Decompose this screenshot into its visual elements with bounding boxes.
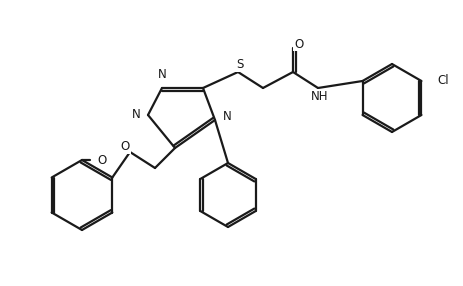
Text: S: S xyxy=(236,59,243,72)
Text: NH: NH xyxy=(311,90,328,102)
Text: N: N xyxy=(223,110,231,124)
Text: O: O xyxy=(97,154,106,166)
Text: O: O xyxy=(294,37,303,51)
Text: N: N xyxy=(132,108,141,122)
Text: Cl: Cl xyxy=(437,74,448,88)
Text: N: N xyxy=(157,68,166,81)
Text: O: O xyxy=(120,140,129,154)
